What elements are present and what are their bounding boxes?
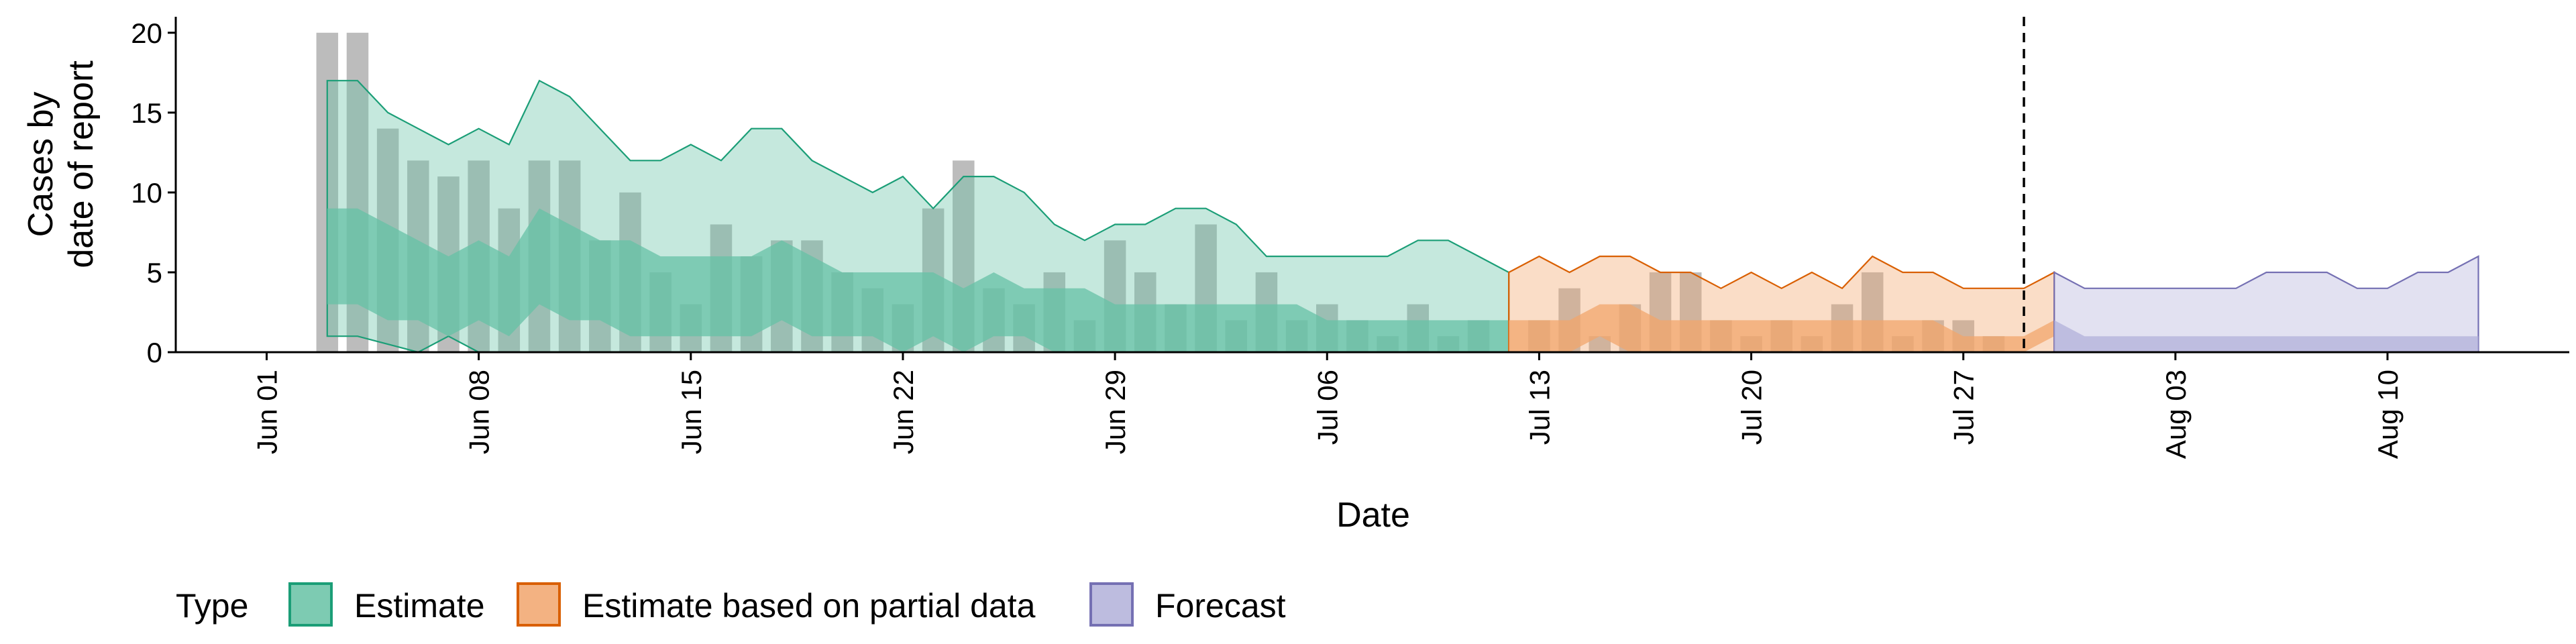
legend-label-forecast: Forecast	[1155, 587, 1286, 625]
x-tick-label: Jun 22	[888, 370, 919, 454]
y-axis: 0 5 10 15 20	[131, 17, 177, 368]
legend-title: Type	[176, 587, 248, 625]
x-tick-label: Jun 01	[251, 370, 282, 454]
x-tick-label: Jun 29	[1099, 370, 1131, 454]
y-tick-label: 20	[131, 17, 162, 49]
y-axis-title-line-1: Cases by	[21, 92, 60, 237]
y-tick-label: 15	[131, 97, 162, 129]
legend-swatch-partial	[517, 582, 561, 627]
x-tick-label: Jun 15	[676, 370, 707, 454]
x-tick-label: Aug 03	[2160, 370, 2192, 459]
legend-swatch-estimate	[288, 582, 333, 627]
x-tick-label: Jul 27	[1948, 370, 1980, 445]
y-axis-title-line-2: date of report	[62, 60, 101, 268]
y-tick-label: 5	[147, 257, 162, 288]
x-tick-label: Aug 10	[2372, 370, 2404, 459]
x-axis: Jun 01 Jun 08 Jun 15 Jun 22 Jun 29 Jul 06 Jul …	[176, 351, 2569, 459]
x-tick-label: Jul 20	[1736, 370, 1768, 445]
x-tick-label: Jul 06	[1311, 370, 1343, 445]
y-tick-label: 0	[147, 337, 162, 368]
legend-swatch-forecast	[1089, 582, 1134, 627]
observed-bar	[1589, 336, 1611, 352]
ribbon-inner-partial	[1509, 304, 2055, 352]
x-axis-title: Date	[1336, 496, 1410, 535]
x-tick-label: Jul 13	[1523, 370, 1555, 445]
chart-marks	[316, 17, 2479, 354]
x-tick-label: Jun 08	[464, 370, 495, 454]
y-ticks: 0 5 10 15 20	[131, 17, 176, 368]
ribbon-inner-forecast	[2054, 320, 2479, 352]
ribbon-inner-estimate	[327, 208, 1509, 352]
legend-label-estimate: Estimate	[354, 587, 485, 625]
y-tick-label: 10	[131, 177, 162, 209]
x-ticks: Jun 01 Jun 08 Jun 15 Jun 22 Jun 29 Jul 06 Jul …	[251, 352, 2404, 459]
legend-label-partial: Estimate based on partial data	[582, 587, 1036, 625]
legend: Type Estimate Estimate based on partial …	[176, 582, 1286, 627]
